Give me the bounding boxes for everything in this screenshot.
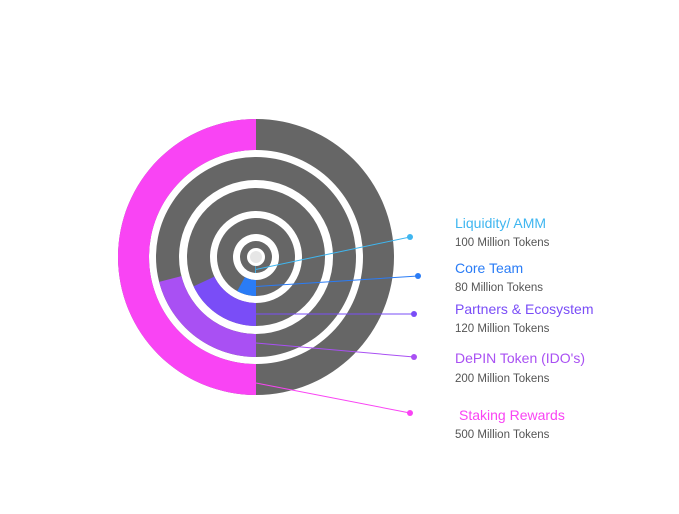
leader-dot-staking [407, 410, 413, 416]
leader-line-liquidity [255, 236, 411, 270]
leader-line-staking [255, 382, 411, 414]
ring-arc-depin [159, 276, 256, 357]
ring-arc-liquidity [254, 265, 256, 273]
legend-name-partners: Partners & Ecosystem [455, 301, 594, 317]
legend-name-core-team: Core Team [455, 260, 523, 276]
legend-value-depin: 200 Million Tokens [455, 373, 550, 385]
leader-line-core-team [248, 275, 419, 288]
legend-name-staking: Staking Rewards [459, 407, 565, 423]
leader-dot-liquidity [407, 234, 413, 240]
ring-arc-partners [193, 276, 256, 326]
legend: Liquidity/ AMM 100 Million Tokens Core T… [455, 215, 594, 441]
legend-value-staking: 500 Million Tokens [455, 429, 550, 441]
leader-line-depin [255, 342, 415, 358]
legend-value-liquidity: 100 Million Tokens [455, 237, 550, 249]
legend-value-core-team: 80 Million Tokens [455, 282, 543, 294]
ring-track-liquidity [240, 241, 272, 273]
center-dot [250, 251, 262, 263]
radial-rings [118, 119, 394, 395]
legend-name-depin: DePIN Token (IDO's) [455, 350, 585, 366]
ring-arc-staking [118, 119, 256, 395]
leader-dot-partners [411, 311, 417, 317]
leader-dot-depin [411, 354, 417, 360]
leader-dot-core-team [415, 273, 421, 279]
legend-value-partners: 120 Million Tokens [455, 323, 550, 335]
ring-track-core-team [217, 218, 295, 296]
leader-lines [248, 234, 421, 416]
ring-arc-core-team [237, 277, 256, 296]
legend-name-liquidity: Liquidity/ AMM [455, 215, 546, 231]
